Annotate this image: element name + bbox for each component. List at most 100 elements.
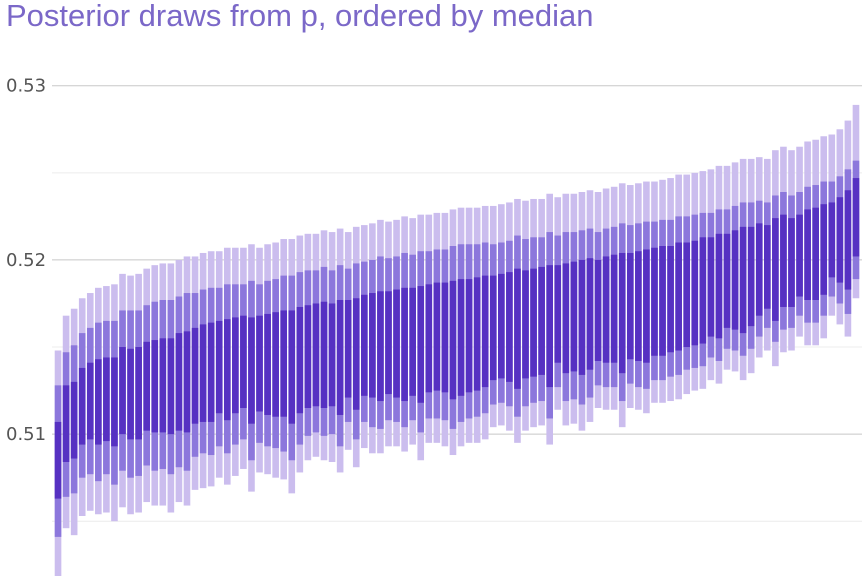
inner-interval-bar	[820, 204, 828, 295]
inner-interval-bar	[280, 310, 288, 417]
inner-interval-bar	[78, 367, 86, 445]
inner-interval-bar	[232, 317, 239, 414]
inner-interval-bar	[441, 282, 449, 393]
inner-interval-bar	[207, 322, 215, 422]
inner-interval-bar	[667, 246, 674, 353]
inner-interval-bar	[764, 225, 771, 309]
inner-interval-bar	[836, 197, 844, 283]
inner-interval-bar	[804, 209, 811, 300]
inner-interval-bar	[643, 249, 650, 363]
inner-interval-bar	[755, 223, 763, 316]
inner-interval-bar	[215, 320, 223, 414]
inner-interval-bar	[288, 310, 296, 424]
inner-interval-bar	[651, 247, 658, 356]
inner-interval-bar	[788, 218, 795, 307]
inner-interval-bar	[570, 261, 578, 372]
inner-interval-bar	[70, 381, 78, 459]
inner-interval-bar	[530, 268, 537, 377]
inner-interval-bar	[715, 233, 723, 339]
inner-interval-bar	[159, 338, 167, 433]
inner-interval-bar	[457, 279, 465, 396]
inner-interval-bar	[393, 289, 400, 398]
inner-interval-bar	[739, 226, 747, 334]
inner-interval-bar	[62, 385, 70, 462]
inner-interval-bar	[256, 315, 263, 412]
inner-interval-bar	[272, 312, 279, 417]
inner-interval-bar	[95, 359, 102, 445]
inner-interval-bar	[554, 265, 562, 363]
inner-interval-bar	[675, 242, 682, 351]
inner-interval-bar	[506, 272, 513, 382]
inner-interval-bar	[731, 230, 739, 330]
inner-interval-bar	[328, 303, 336, 407]
inner-interval-bar	[844, 190, 852, 290]
inner-interval-bar	[344, 300, 352, 398]
inner-interval-bar	[199, 324, 207, 422]
inner-interval-bar	[489, 275, 497, 381]
inner-interval-bar	[369, 293, 376, 398]
chart-title: Posterior draws from p, ordered by media…	[6, 0, 594, 33]
inner-interval-bar	[699, 237, 707, 344]
inner-interval-bar	[618, 252, 626, 374]
inner-interval-bar	[852, 178, 860, 257]
inner-interval-bar	[135, 347, 142, 440]
inner-interval-bar	[377, 291, 384, 402]
inner-interval-bar	[151, 340, 159, 433]
inner-interval-bar	[772, 218, 779, 321]
inner-interval-bar	[465, 279, 473, 393]
inner-interval-bar	[417, 286, 425, 403]
inner-interval-bar	[514, 268, 521, 389]
inner-interval-bar	[183, 331, 191, 433]
y-tick-label: 0.53	[6, 76, 46, 97]
inner-interval-bar	[175, 333, 183, 431]
inner-interval-bar	[610, 254, 618, 363]
inner-interval-bar	[812, 207, 819, 300]
inner-interval-bar	[296, 306, 304, 414]
inner-interval-bar	[691, 240, 699, 346]
inner-interval-bar	[191, 327, 199, 424]
inner-interval-bar	[586, 258, 594, 370]
inner-interval-bar	[143, 341, 150, 431]
inner-interval-bar	[481, 275, 489, 388]
inner-interval-bar	[167, 338, 175, 435]
inner-interval-bar	[320, 301, 328, 408]
inner-interval-bar	[683, 242, 691, 348]
inner-interval-bar	[264, 313, 271, 415]
inner-interval-bar	[385, 291, 392, 395]
inner-interval-bar	[111, 357, 118, 447]
inner-interval-bar	[828, 202, 836, 278]
inner-interval-bar	[707, 237, 715, 337]
inner-interval-bar	[780, 214, 787, 307]
inner-interval-bar	[626, 252, 634, 360]
inner-interval-bar	[562, 263, 570, 374]
inner-interval-bar	[449, 280, 457, 400]
inner-interval-bar	[409, 287, 416, 396]
inner-interval-bar	[594, 259, 602, 361]
inner-interval-bar	[240, 315, 247, 408]
inner-interval-bar	[119, 347, 126, 435]
inner-interval-bar	[425, 284, 433, 393]
inner-interval-bar	[401, 287, 408, 402]
inner-interval-bar	[54, 421, 62, 499]
inner-interval-bar	[635, 251, 642, 361]
inner-interval-bar	[433, 282, 441, 391]
inner-interval-bar	[522, 270, 529, 379]
inner-interval-bar	[361, 294, 368, 396]
inner-interval-bar	[473, 277, 481, 391]
inner-interval-bar	[352, 298, 360, 410]
inner-interval-bar	[546, 265, 553, 388]
y-tick-label: 0.51	[6, 424, 46, 445]
inner-interval-bar	[336, 300, 344, 415]
inner-interval-bar	[223, 319, 231, 421]
inner-interval-bar	[602, 256, 610, 363]
inner-interval-bar	[86, 362, 94, 440]
inner-interval-bar	[747, 226, 755, 327]
inner-interval-bar	[578, 259, 586, 375]
inner-interval-bar	[498, 273, 505, 379]
inner-interval-bar	[312, 303, 320, 407]
inner-interval-bar	[127, 348, 134, 440]
inner-interval-bar	[796, 214, 803, 297]
y-tick-label: 0.52	[6, 250, 46, 271]
inner-interval-bar	[103, 357, 110, 442]
